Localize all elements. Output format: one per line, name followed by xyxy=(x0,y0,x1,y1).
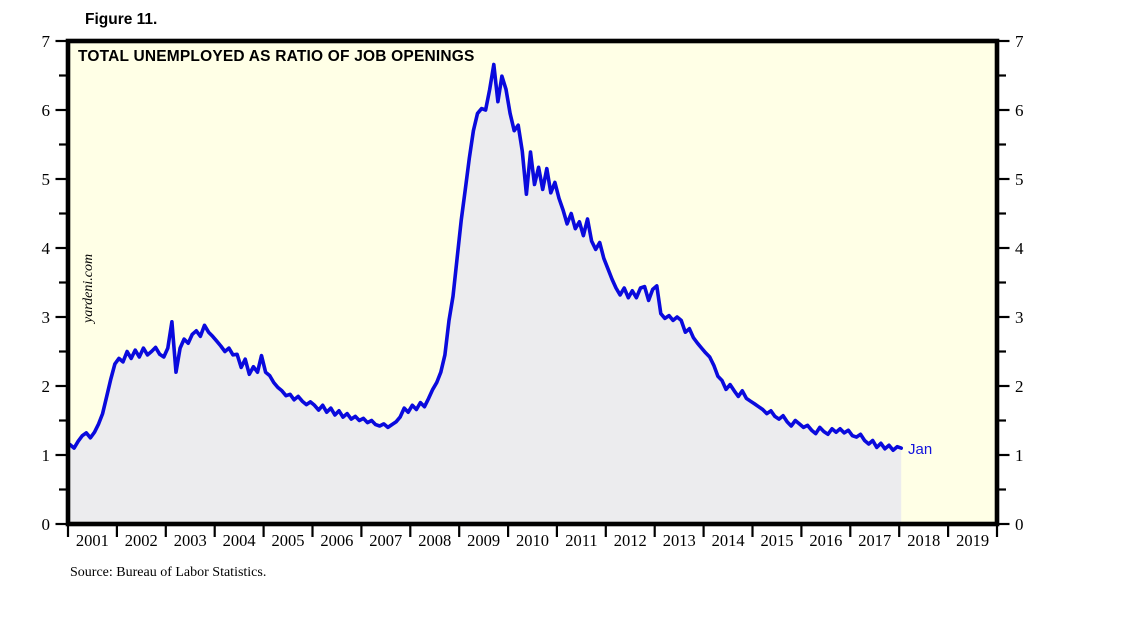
x-axis-year-label: 2018 xyxy=(907,531,940,550)
x-axis-year-label: 2015 xyxy=(761,531,794,550)
watermark-yardeni: yardeni.com xyxy=(81,253,96,323)
chart-title: TOTAL UNEMPLOYED AS RATIO OF JOB OPENING… xyxy=(78,48,475,65)
x-axis-year-label: 2008 xyxy=(418,531,451,550)
x-axis-year-label: 2005 xyxy=(272,531,305,550)
y-axis-label-right: 3 xyxy=(1015,308,1024,327)
x-axis-year-label: 2012 xyxy=(614,531,647,550)
x-axis-year-label: 2006 xyxy=(320,531,353,550)
x-axis-year-label: 2002 xyxy=(125,531,158,550)
source-note: Source: Bureau of Labor Statistics. xyxy=(70,565,267,580)
x-axis-year-label: 2003 xyxy=(174,531,207,550)
y-axis-label-left: 5 xyxy=(42,170,51,189)
y-axis-label-left: 6 xyxy=(42,101,51,120)
x-axis-year-label: 2001 xyxy=(76,531,109,550)
y-axis-label-left: 3 xyxy=(42,308,51,327)
y-axis-label-right: 1 xyxy=(1015,446,1024,465)
plot-frame xyxy=(65,38,1000,527)
y-axis-label-left: 7 xyxy=(42,32,51,51)
y-axis-label-left: 2 xyxy=(42,377,51,396)
y-axis-label-left: 0 xyxy=(42,515,51,534)
y-axis-label-right: 5 xyxy=(1015,170,1024,189)
y-axis-label-right: 2 xyxy=(1015,377,1024,396)
x-axis-year-label: 2019 xyxy=(956,531,989,550)
x-axis-year-label: 2009 xyxy=(467,531,500,550)
y-axis-label-right: 0 xyxy=(1015,515,1024,534)
data-line xyxy=(68,62,904,453)
y-axis-label-left: 1 xyxy=(42,446,51,465)
y-axis-label-right: 4 xyxy=(1015,239,1024,258)
area-fill xyxy=(70,64,902,524)
y-axis-label-right: 6 xyxy=(1015,101,1024,120)
x-axis-year-label: 2011 xyxy=(565,531,597,550)
x-axis-year-label: 2007 xyxy=(369,531,402,550)
x-axis-year-label: 2014 xyxy=(712,531,745,550)
x-axis-year-label: 2017 xyxy=(858,531,891,550)
figure-number-label: Figure 11. xyxy=(85,11,158,28)
x-axis-year-label: 2016 xyxy=(809,531,842,550)
x-axis-year-label: 2013 xyxy=(663,531,696,550)
y-axis-label-left: 4 xyxy=(42,239,51,258)
last-point-month-label: Jan xyxy=(908,441,933,458)
x-axis-year-label: 2004 xyxy=(223,531,256,550)
y-axis-label-right: 7 xyxy=(1015,32,1024,51)
x-axis-year-label: 2010 xyxy=(516,531,549,550)
